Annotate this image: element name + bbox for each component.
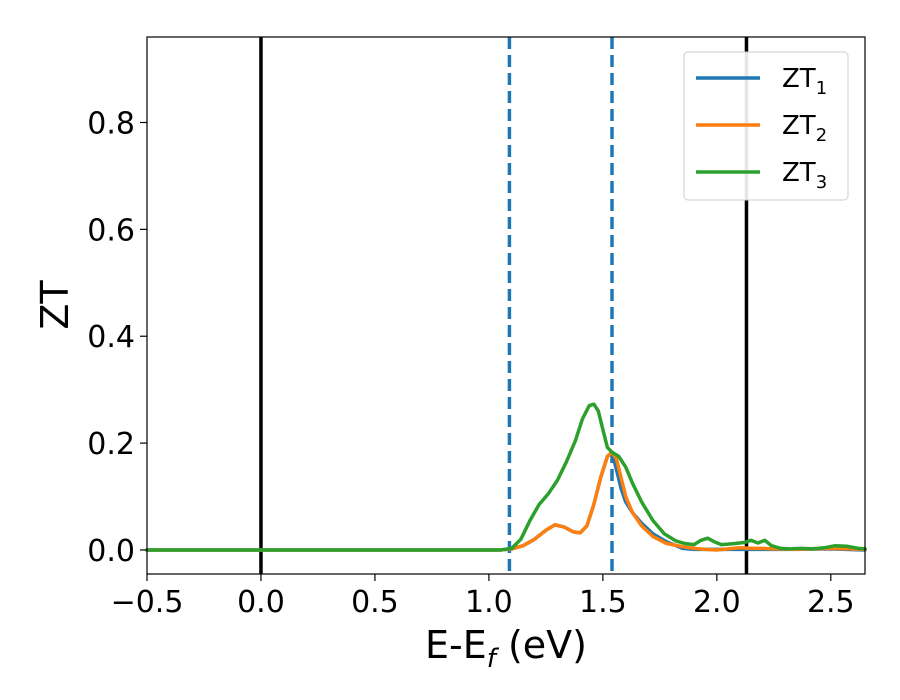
series-line-zt3 [145,402,867,552]
y-tick-label: 0.4 [87,320,135,355]
legend: ZT1 ZT2 ZT3 [683,51,849,201]
y-axis: 0.0 0.2 0.4 0.6 0.8 [87,106,147,569]
y-tick-label: 0.0 [87,534,135,569]
x-tick-label: 1.5 [579,585,627,620]
plot-frame [146,36,866,575]
legend-box [683,51,849,201]
y-tick-label: 0.8 [87,106,135,141]
y-tick-label: 0.2 [87,427,135,462]
x-tick-label: 1.0 [465,585,513,620]
x-tick-label: −0.5 [111,585,184,620]
x-tick-label: 2.5 [807,585,855,620]
y-axis-title: ZT [33,280,77,330]
x-tick-label: 2.0 [693,585,741,620]
legend-label-zt3: ZT3 [782,158,827,193]
x-axis-title: E-Ef (eV) [425,623,587,674]
legend-label-zt2: ZT2 [782,111,827,146]
x-tick-label: 0.5 [351,585,399,620]
series-lines [145,402,867,552]
series-line-zt2 [145,450,867,552]
x-axis: −0.5 0.0 0.5 1.0 1.5 2.0 2.5 [111,574,855,620]
y-tick-label: 0.6 [87,213,135,248]
legend-label-zt1: ZT1 [782,64,827,99]
x-tick-label: 0.0 [237,585,285,620]
